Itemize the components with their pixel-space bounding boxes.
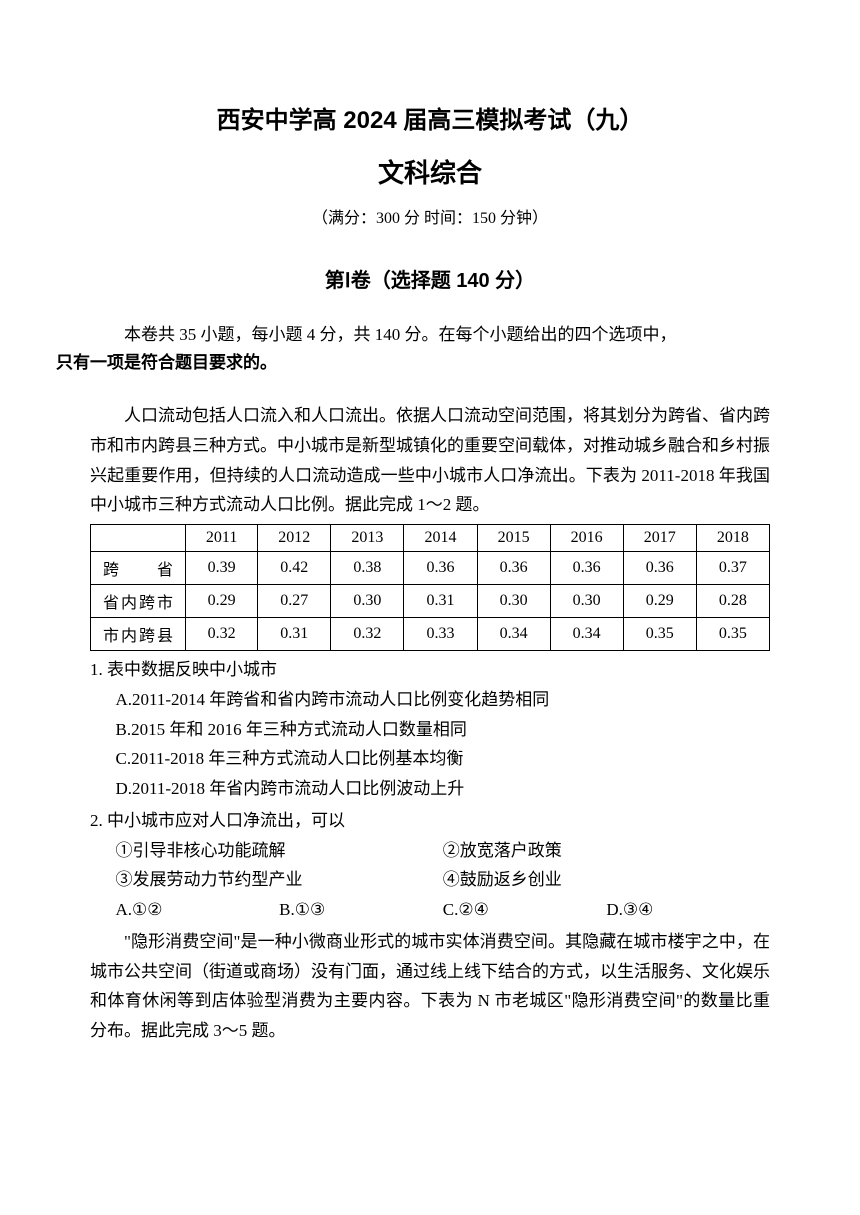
table-header-year: 2013 [331,525,404,552]
table-cell: 0.42 [258,552,331,585]
instructions-line1: 本卷共 35 小题，每小题 4 分，共 140 分。在每个小题给出的四个选项中， [124,325,677,344]
table-row: 市内跨县 0.32 0.31 0.32 0.33 0.34 0.34 0.35 … [91,618,770,651]
option-a: A.2011-2014 年跨省和省内跨市流动人口比例变化趋势相同 [116,685,771,715]
table-cell: 0.29 [623,585,696,618]
table-row-label: 跨省 [91,552,186,585]
table-cell: 0.39 [186,552,258,585]
table-header-year: 2014 [404,525,477,552]
table-cell: 0.31 [258,618,331,651]
question-2-items-row2: ③发展劳动力节约型产业 ④鼓励返乡创业 [90,865,770,895]
title-main: 西安中学高 2024 届高三模拟考试（九） [90,100,770,135]
option-b: B.2015 年和 2016 年三种方式流动人口数量相同 [116,715,771,745]
exam-info: （满分：300 分 时间：150 分钟） [90,204,770,228]
table-cell: 0.35 [696,618,769,651]
option-d: D.2011-2018 年省内跨市流动人口比例波动上升 [116,774,771,804]
table-cell: 0.30 [550,585,623,618]
choice-a: A.①② [116,895,280,925]
question-1-stem: 1. 表中数据反映中小城市 [90,655,770,685]
table-cell: 0.37 [696,552,769,585]
table-cell: 0.34 [477,618,550,651]
table-row-label: 省内跨市 [91,585,186,618]
choice-d: D.③④ [606,895,770,925]
question-1: 1. 表中数据反映中小城市 A.2011-2014 年跨省和省内跨市流动人口比例… [90,655,770,804]
data-table-1: 2011 2012 2013 2014 2015 2016 2017 2018 … [90,524,770,651]
table-cell: 0.31 [404,585,477,618]
choice-b: B.①③ [279,895,443,925]
table-row-label: 市内跨县 [91,618,186,651]
question-2: 2. 中小城市应对人口净流出，可以 ①引导非核心功能疏解 ②放宽落户政策 ③发展… [90,806,770,925]
table-cell: 0.36 [550,552,623,585]
choice-c: C.②④ [443,895,607,925]
table-cell: 0.36 [404,552,477,585]
table-cell: 0.38 [331,552,404,585]
table-cell: 0.32 [331,618,404,651]
table-row: 省内跨市 0.29 0.27 0.30 0.31 0.30 0.30 0.29 … [91,585,770,618]
passage-2: "隐形消费空间"是一种小微商业形式的城市实体消费空间。其隐藏在城市楼宇之中，在城… [90,927,770,1046]
question-2-stem: 2. 中小城市应对人口净流出，可以 [90,806,770,836]
table-cell: 0.28 [696,585,769,618]
instructions-line2: 只有一项是符合题目要求的。 [56,353,277,372]
question-2-items-row1: ①引导非核心功能疏解 ②放宽落户政策 [90,836,770,866]
table-cell: 0.29 [186,585,258,618]
title-sub: 文科综合 [90,153,770,190]
instructions: 本卷共 35 小题，每小题 4 分，共 140 分。在每个小题给出的四个选项中，… [90,321,770,377]
table-cell: 0.33 [404,618,477,651]
table-header-row: 2011 2012 2013 2014 2015 2016 2017 2018 [91,525,770,552]
table-cell: 0.27 [258,585,331,618]
option-c: C.2011-2018 年三种方式流动人口比例基本均衡 [116,744,771,774]
table-cell: 0.35 [623,618,696,651]
section-title: 第Ⅰ卷（选择题 140 分） [90,264,770,293]
question-1-options: A.2011-2014 年跨省和省内跨市流动人口比例变化趋势相同 B.2015 … [90,685,770,804]
table-header-year: 2017 [623,525,696,552]
item-3: ③发展劳动力节约型产业 [116,865,443,895]
item-1: ①引导非核心功能疏解 [116,836,443,866]
table-header-year: 2016 [550,525,623,552]
table-row: 跨省 0.39 0.42 0.38 0.36 0.36 0.36 0.36 0.… [91,552,770,585]
table-cell: 0.34 [550,618,623,651]
item-4: ④鼓励返乡创业 [443,865,770,895]
table-cell: 0.30 [477,585,550,618]
item-2: ②放宽落户政策 [443,836,770,866]
table-header-year: 2012 [258,525,331,552]
table-header-empty [91,525,186,552]
passage-1: 人口流动包括人口流入和人口流出。依据人口流动空间范围，将其划分为跨省、省内跨市和… [90,401,770,520]
table-cell: 0.32 [186,618,258,651]
table-header-year: 2018 [696,525,769,552]
table-cell: 0.36 [477,552,550,585]
table-header-year: 2015 [477,525,550,552]
question-2-choices: A.①② B.①③ C.②④ D.③④ [90,895,770,925]
table-cell: 0.30 [331,585,404,618]
table-header-year: 2011 [186,525,258,552]
table-cell: 0.36 [623,552,696,585]
